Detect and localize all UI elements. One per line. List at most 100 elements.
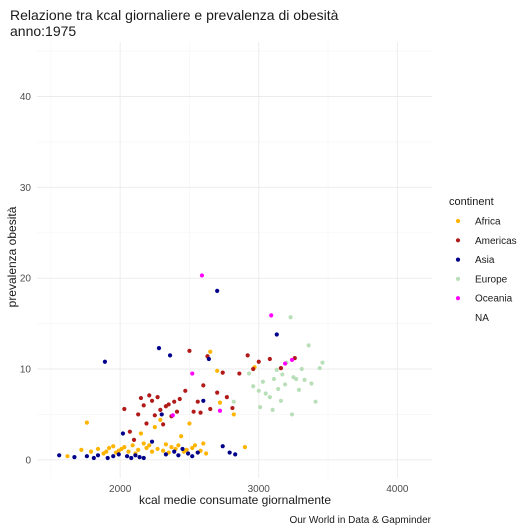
data-point	[289, 357, 295, 363]
data-point	[158, 407, 163, 412]
data-point	[169, 445, 174, 450]
legend-key-oceania	[455, 296, 461, 301]
chart-caption: Our World in Data & Gapminder	[289, 515, 431, 526]
data-point	[231, 399, 236, 404]
data-point	[159, 412, 164, 417]
data-point	[203, 451, 209, 456]
y-axis-label: prevalenza obesità	[5, 206, 19, 307]
data-point	[138, 431, 144, 436]
data-point	[176, 453, 181, 458]
data-point	[161, 448, 166, 453]
data-point	[227, 450, 232, 455]
data-point	[217, 408, 223, 413]
data-point	[246, 371, 252, 376]
data-point	[195, 399, 200, 404]
x-axis-ticks: 2000 3000 4000	[109, 484, 409, 495]
data-point	[267, 356, 272, 362]
data-point	[144, 445, 149, 451]
data-point	[187, 348, 192, 353]
data-point	[215, 368, 220, 373]
data-point	[133, 453, 138, 458]
data-point	[172, 399, 177, 404]
data-point	[141, 441, 146, 446]
data-point	[183, 388, 188, 393]
legend-label: NA	[475, 313, 489, 324]
data-point	[288, 315, 293, 320]
data-point	[309, 381, 314, 386]
data-point	[131, 437, 137, 442]
data-point	[296, 387, 302, 392]
data-point	[215, 390, 220, 395]
data-point	[141, 403, 146, 408]
data-point	[180, 446, 185, 452]
data-point	[206, 356, 211, 362]
data-point	[149, 449, 155, 454]
data-point	[130, 443, 135, 448]
data-point	[289, 412, 295, 417]
data-point	[278, 398, 284, 403]
data-point	[111, 454, 116, 459]
data-point	[237, 371, 242, 376]
data-point	[179, 434, 184, 439]
data-point	[124, 454, 130, 459]
data-point	[201, 383, 206, 388]
data-point	[137, 455, 142, 460]
data-point	[141, 455, 146, 461]
data-point	[95, 446, 101, 452]
data-point	[231, 412, 236, 417]
legend: continent Africa Americas Asia Europe Oceani…	[449, 196, 517, 324]
data-point	[105, 455, 110, 461]
data-point	[65, 454, 70, 459]
data-point	[282, 361, 288, 366]
data-point	[201, 398, 206, 403]
data-point	[195, 450, 200, 455]
data-point	[155, 446, 160, 452]
data-point	[263, 391, 268, 396]
data-point	[79, 447, 84, 452]
data-point	[251, 384, 256, 389]
data-point	[233, 452, 238, 457]
data-point	[270, 407, 275, 412]
legend-key-na	[456, 315, 460, 319]
data-point	[220, 370, 225, 375]
data-point	[57, 453, 62, 458]
data-point	[201, 441, 206, 446]
data-point	[136, 412, 141, 417]
data-point	[111, 444, 116, 449]
grid-lines	[37, 42, 432, 478]
data-point	[230, 405, 235, 411]
chart-title: Relazione tra kcal giornaliere e prevale…	[10, 7, 339, 23]
legend-title: continent	[449, 196, 494, 208]
y-tick-label: 30	[20, 183, 32, 194]
series-americas	[122, 348, 297, 442]
data-point	[256, 388, 261, 393]
data-point	[122, 406, 127, 412]
y-tick-label: 20	[20, 274, 32, 285]
data-point	[106, 445, 112, 451]
data-point	[192, 443, 198, 448]
data-point	[224, 395, 229, 400]
data-point	[320, 360, 325, 365]
series-europe	[231, 315, 325, 417]
data-point	[174, 409, 180, 414]
data-point	[84, 420, 89, 425]
legend-key-asia	[455, 257, 461, 262]
x-tick-label: 2000	[109, 484, 132, 495]
data-point	[280, 372, 285, 377]
data-point	[172, 449, 177, 454]
legend-key-europe	[455, 276, 461, 281]
data-point	[177, 396, 182, 402]
data-point	[260, 379, 266, 384]
data-point	[102, 359, 108, 364]
y-tick-label: 40	[20, 92, 32, 103]
data-point	[302, 377, 307, 382]
data-point	[208, 349, 213, 354]
data-point	[251, 366, 256, 372]
data-point	[271, 376, 277, 382]
data-point	[163, 452, 168, 457]
data-point	[147, 393, 152, 398]
data-point	[190, 445, 195, 451]
data-point	[242, 445, 247, 450]
data-point	[149, 439, 155, 444]
data-point	[191, 409, 196, 414]
